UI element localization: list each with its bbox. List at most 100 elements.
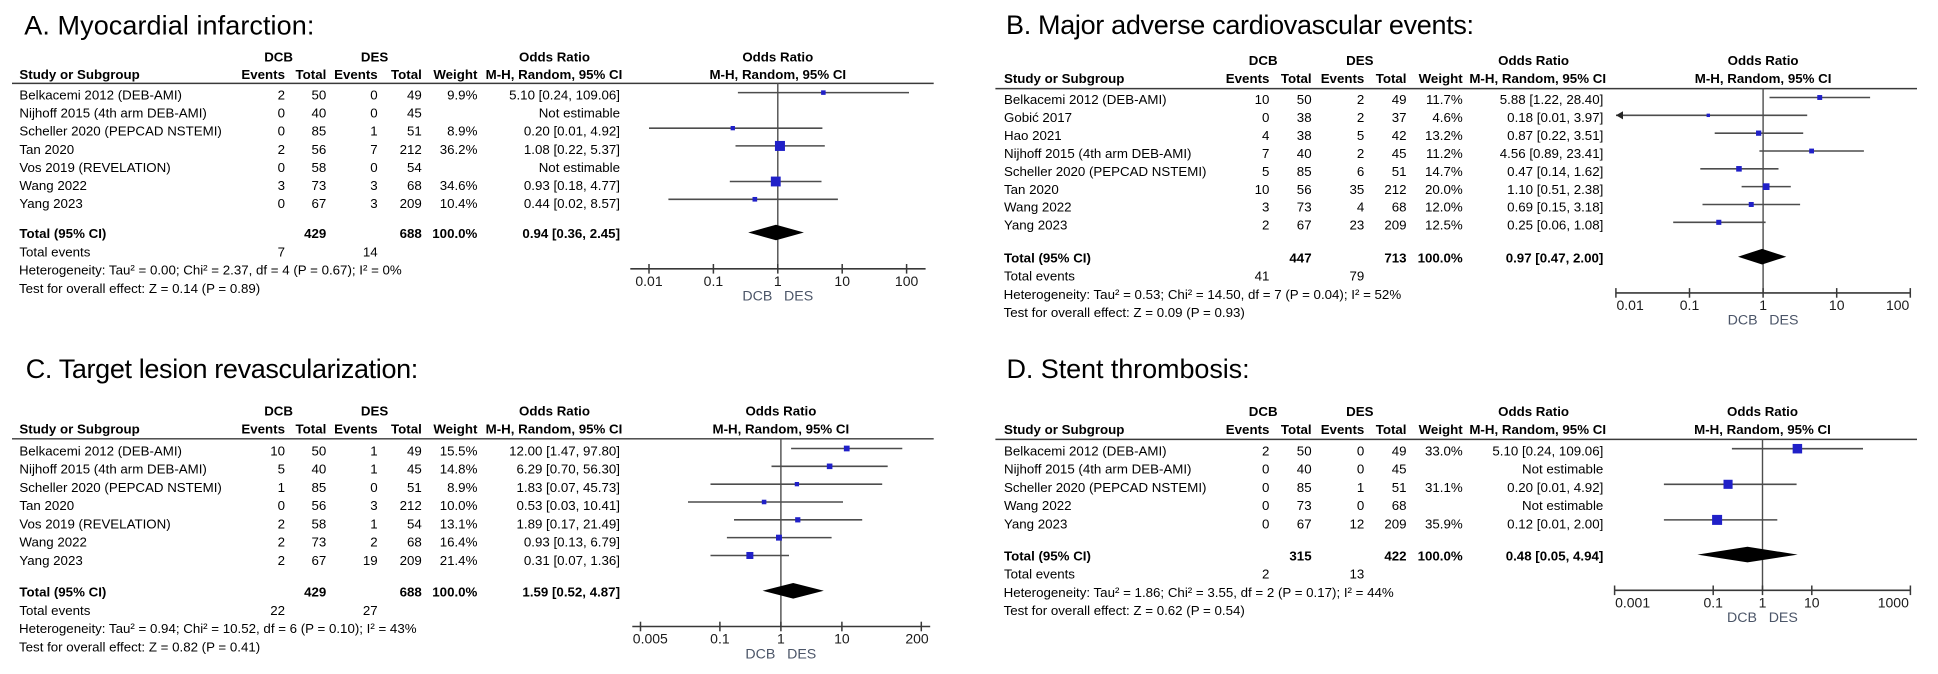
svg-text:0: 0 (278, 106, 285, 121)
svg-text:Test for overall effect: Z = 0: Test for overall effect: Z = 0.62 (P = 0… (1004, 603, 1245, 618)
svg-text:5.10 [0.24, 109.06]: 5.10 [0.24, 109.06] (1492, 444, 1603, 459)
svg-text:3: 3 (1262, 200, 1269, 215)
svg-text:0: 0 (1262, 498, 1269, 513)
svg-text:Wang 2022: Wang 2022 (19, 178, 87, 193)
svg-text:Study or Subgroup: Study or Subgroup (1004, 71, 1124, 86)
svg-text:6: 6 (1357, 164, 1364, 179)
svg-text:Total: Total (391, 67, 422, 82)
svg-text:73: 73 (1297, 200, 1312, 215)
svg-text:0.97 [0.47, 2.00]: 0.97 [0.47, 2.00] (1506, 251, 1604, 266)
svg-text:Heterogeneity: Tau² = 0.00; Ch: Heterogeneity: Tau² = 0.00; Chi² = 2.37,… (19, 263, 402, 278)
svg-text:Study or Subgroup: Study or Subgroup (19, 421, 139, 436)
svg-text:M-H, Random, 95% CI: M-H, Random, 95% CI (709, 67, 846, 82)
svg-text:14.8%: 14.8% (440, 462, 478, 477)
svg-text:40: 40 (312, 106, 327, 121)
svg-text:2: 2 (278, 535, 285, 550)
svg-text:2: 2 (1262, 444, 1269, 459)
svg-text:51: 51 (407, 124, 422, 139)
svg-text:429: 429 (304, 226, 326, 241)
svg-text:16.4%: 16.4% (440, 535, 478, 550)
svg-text:429: 429 (304, 585, 326, 600)
svg-text:0.25 [0.06, 1.08]: 0.25 [0.06, 1.08] (1507, 218, 1603, 233)
svg-text:73: 73 (1297, 498, 1312, 513)
svg-text:Wang 2022: Wang 2022 (19, 535, 87, 550)
svg-text:5: 5 (1357, 128, 1364, 143)
svg-text:42: 42 (1392, 128, 1407, 143)
svg-text:2: 2 (1357, 92, 1364, 107)
svg-text:1: 1 (370, 124, 377, 139)
svg-text:1: 1 (1759, 297, 1767, 313)
svg-text:212: 212 (400, 142, 422, 157)
svg-text:0.44 [0.02, 8.57]: 0.44 [0.02, 8.57] (524, 196, 620, 211)
svg-text:49: 49 (1392, 444, 1407, 459)
svg-text:M-H, Random, 95% CI: M-H, Random, 95% CI (1469, 422, 1606, 437)
svg-text:4: 4 (1262, 128, 1269, 143)
svg-text:3: 3 (370, 196, 377, 211)
svg-text:Total (95% CI): Total (95% CI) (19, 585, 106, 600)
svg-text:Belkacemi 2012 (DEB-AMI): Belkacemi 2012 (DEB-AMI) (19, 444, 182, 459)
svg-text:Total events: Total events (19, 603, 90, 618)
svg-text:Nijhoff 2015 (4th arm DEB-AMI): Nijhoff 2015 (4th arm DEB-AMI) (19, 106, 206, 121)
svg-text:0: 0 (1262, 462, 1269, 477)
svg-text:0.18 [0.01, 3.97]: 0.18 [0.01, 3.97] (1507, 110, 1603, 125)
svg-text:51: 51 (1392, 480, 1407, 495)
svg-text:38: 38 (1297, 128, 1312, 143)
svg-text:DES: DES (361, 403, 388, 418)
svg-text:C. Target lesion revasculariza: C. Target lesion revascularization: (26, 354, 418, 384)
svg-text:DES: DES (787, 646, 816, 662)
svg-text:1: 1 (1357, 480, 1364, 495)
svg-text:Weight: Weight (433, 421, 478, 436)
svg-text:Events: Events (334, 421, 378, 436)
svg-text:68: 68 (407, 535, 422, 550)
svg-text:Total events: Total events (1004, 567, 1075, 582)
svg-text:Total: Total (1281, 422, 1312, 437)
svg-text:67: 67 (312, 196, 327, 211)
svg-text:Vos 2019 (REVELATION): Vos 2019 (REVELATION) (19, 516, 170, 531)
svg-text:Nijhoff 2015 (4th arm DEB-AMI): Nijhoff 2015 (4th arm DEB-AMI) (1004, 146, 1191, 161)
svg-text:0: 0 (1357, 444, 1364, 459)
svg-text:2: 2 (278, 553, 285, 568)
svg-text:Weight: Weight (1419, 71, 1464, 86)
svg-text:2: 2 (278, 88, 285, 103)
svg-text:49: 49 (407, 444, 422, 459)
svg-text:Odds Ratio: Odds Ratio (519, 50, 590, 65)
svg-text:713: 713 (1384, 251, 1406, 266)
svg-text:0: 0 (278, 124, 285, 139)
svg-text:50: 50 (312, 444, 327, 459)
svg-text:34.6%: 34.6% (440, 178, 478, 193)
svg-text:10: 10 (1829, 297, 1845, 313)
svg-text:10: 10 (834, 273, 850, 289)
svg-text:Heterogeneity: Tau² = 1.86; Ch: Heterogeneity: Tau² = 1.86; Chi² = 3.55,… (1004, 585, 1394, 600)
svg-text:200: 200 (905, 631, 929, 647)
svg-text:Events: Events (241, 67, 285, 82)
svg-text:33.0%: 33.0% (1425, 444, 1463, 459)
svg-text:100: 100 (1886, 297, 1910, 313)
svg-text:M-H, Random, 95% CI: M-H, Random, 95% CI (1695, 71, 1832, 86)
svg-text:0.69 [0.15, 3.18]: 0.69 [0.15, 3.18] (1507, 200, 1603, 215)
svg-text:0.01: 0.01 (635, 273, 662, 289)
svg-text:58: 58 (312, 516, 327, 531)
svg-text:Test for overall effect: Z = 0: Test for overall effect: Z = 0.14 (P = 0… (19, 281, 260, 296)
svg-text:Study or Subgroup: Study or Subgroup (1004, 422, 1124, 437)
svg-text:Heterogeneity: Tau² = 0.53; Ch: Heterogeneity: Tau² = 0.53; Chi² = 14.50… (1004, 287, 1402, 302)
svg-text:447: 447 (1289, 251, 1311, 266)
svg-text:10.4%: 10.4% (440, 196, 478, 211)
svg-text:41: 41 (1255, 269, 1270, 284)
svg-text:51: 51 (407, 480, 422, 495)
svg-text:68: 68 (407, 178, 422, 193)
svg-text:DCB: DCB (1728, 313, 1758, 329)
svg-text:45: 45 (407, 106, 422, 121)
svg-text:209: 209 (1384, 516, 1406, 531)
svg-text:0.94 [0.36, 2.45]: 0.94 [0.36, 2.45] (522, 226, 620, 241)
svg-text:0: 0 (1357, 498, 1364, 513)
svg-text:1: 1 (278, 480, 285, 495)
svg-text:Not estimable: Not estimable (539, 160, 620, 175)
svg-text:3: 3 (370, 498, 377, 513)
svg-text:23: 23 (1350, 218, 1365, 233)
svg-text:10: 10 (834, 631, 850, 647)
svg-text:7: 7 (370, 142, 377, 157)
svg-text:40: 40 (312, 462, 327, 477)
svg-text:0.20 [0.01, 4.92]: 0.20 [0.01, 4.92] (524, 124, 620, 139)
svg-text:14.7%: 14.7% (1425, 164, 1463, 179)
svg-text:0: 0 (1262, 480, 1269, 495)
